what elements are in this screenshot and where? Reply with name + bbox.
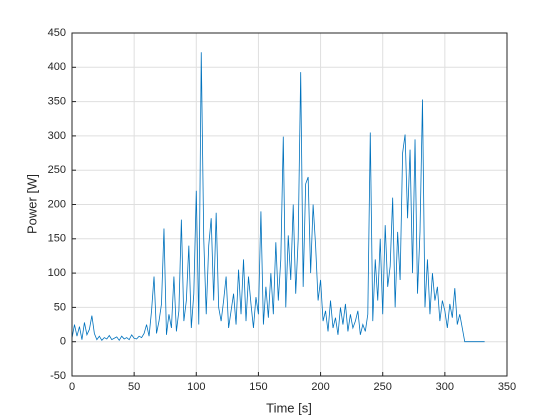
y-tick-label: 150 <box>48 233 66 245</box>
x-tick-label: 100 <box>187 381 205 393</box>
x-tick-label: 0 <box>69 381 75 393</box>
data-line <box>71 52 485 343</box>
y-tick-label: 100 <box>48 267 66 279</box>
y-tick-label: 300 <box>48 130 66 142</box>
y-tick-label: 250 <box>48 164 66 176</box>
x-tick-label: 200 <box>311 381 329 393</box>
y-tick-label: 0 <box>60 336 66 348</box>
y-tick-label: 200 <box>48 198 66 210</box>
x-tick-label: 300 <box>436 381 454 393</box>
y-tick-label: 350 <box>48 96 66 108</box>
x-tick-label: 350 <box>498 381 516 393</box>
y-axis-title: Power [W] <box>24 174 39 234</box>
y-tick-label: -50 <box>50 370 66 382</box>
x-tick-label: 50 <box>128 381 140 393</box>
x-tick-label: 150 <box>249 381 267 393</box>
x-tick-label: 250 <box>374 381 392 393</box>
axes-box <box>71 32 508 377</box>
x-axis-title: Time [s] <box>266 400 312 415</box>
y-tick-label: 50 <box>54 301 66 313</box>
y-tick-label: 450 <box>48 27 66 39</box>
y-tick-label: 400 <box>48 61 66 73</box>
